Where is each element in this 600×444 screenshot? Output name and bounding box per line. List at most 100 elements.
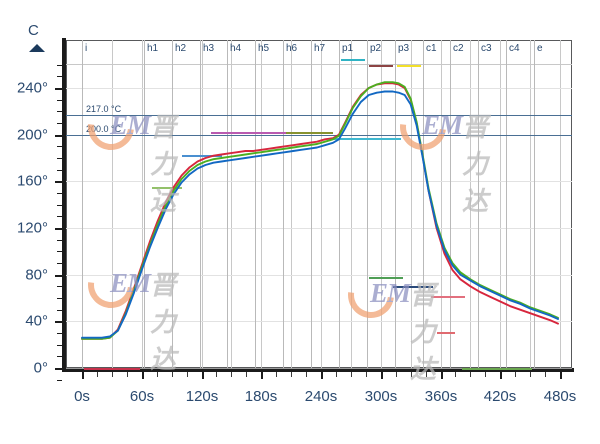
x-tick-minor: [306, 372, 307, 377]
horizontal-gridline: [66, 88, 572, 89]
marker-green-78: [369, 277, 403, 279]
reference-line-0: [66, 115, 572, 116]
zone-label-c2: c2: [453, 43, 464, 54]
zone-label-i: i: [85, 43, 88, 54]
zone-label-c1: c1: [426, 43, 437, 54]
zone-label-e: e: [537, 43, 543, 54]
y-tick-minor: [57, 76, 62, 77]
zone-separator: [534, 40, 535, 368]
vertical-gridline: [142, 40, 143, 368]
zone-separator: [423, 40, 424, 368]
marker-olive-202: [286, 132, 333, 134]
x-tick-minor: [470, 372, 471, 377]
horizontal-gridline: [66, 321, 572, 322]
y-tick-minor: [57, 170, 62, 171]
vertical-gridline: [381, 40, 382, 368]
y-axis-label: 0°: [33, 359, 48, 377]
vertical-gridline: [321, 40, 322, 368]
zone-separator: [255, 40, 256, 368]
x-tick-major: [142, 372, 144, 379]
zone-separator: [82, 40, 83, 368]
x-tick-major: [202, 372, 204, 379]
y-tick-minor: [57, 345, 62, 346]
zone-separator: [395, 40, 396, 368]
y-tick-minor: [57, 65, 62, 66]
x-tick-minor: [455, 372, 456, 377]
zone-label-h1: h1: [147, 43, 159, 54]
zone-separator: [311, 40, 312, 368]
x-axis-label: 60s: [129, 388, 155, 405]
y-tick-minor: [57, 123, 62, 124]
y-tick-minor: [57, 205, 62, 206]
zone-label-p3: p3: [398, 43, 410, 54]
x-tick-minor: [291, 372, 292, 377]
zone-separator: [200, 40, 201, 368]
x-tick-minor: [276, 372, 277, 377]
marker-cyan-197: [331, 138, 401, 140]
x-tick-major: [261, 372, 263, 379]
horizontal-gridline: [66, 275, 572, 276]
y-tick-minor: [57, 380, 62, 381]
vertical-gridline: [231, 40, 232, 368]
x-axis-label: 360s: [424, 388, 458, 405]
vertical-gridline: [500, 40, 501, 368]
x-tick-major: [441, 372, 443, 379]
y-tick-major: [55, 368, 62, 370]
zone-label-h7: h7: [314, 43, 326, 54]
zone-separator: [144, 40, 145, 368]
y-tick-major: [55, 321, 62, 323]
y-tick-minor: [57, 298, 62, 299]
y-tick-minor: [57, 111, 62, 112]
y-tick-major: [55, 181, 62, 183]
vertical-gridline: [470, 40, 471, 368]
vertical-gridline: [202, 40, 203, 368]
zone-separator: [450, 40, 451, 368]
vertical-gridline: [291, 40, 292, 368]
y-tick-minor: [57, 146, 62, 147]
zone-separator: [227, 40, 228, 368]
x-axis-label: 180s: [244, 388, 278, 405]
y-axis-arrow-icon: [29, 44, 45, 52]
zone-label-h3: h3: [203, 43, 215, 54]
y-tick-minor: [57, 263, 62, 264]
y-axis-label: 80°: [25, 266, 48, 284]
x-axis-label: 480s: [543, 388, 577, 405]
x-tick-minor: [530, 372, 531, 377]
x-axis-label: 300s: [364, 388, 398, 405]
horizontal-gridline: [66, 368, 572, 369]
x-tick-minor: [515, 372, 516, 377]
vertical-gridline: [560, 40, 561, 368]
x-tick-minor: [112, 372, 113, 377]
zone-label-c3: c3: [481, 43, 492, 54]
y-tick-minor: [57, 251, 62, 252]
zone-header-rule: [66, 64, 572, 65]
horizontal-gridline: [66, 228, 572, 229]
zone-separator: [478, 40, 479, 368]
zone-marker-p3: [397, 65, 421, 67]
zone-label-p2: p2: [370, 43, 382, 54]
x-tick-minor: [396, 372, 397, 377]
y-tick-minor: [57, 333, 62, 334]
zone-marker-p1: [341, 59, 365, 61]
zone-separator: [283, 40, 284, 368]
x-axis-label: 0s: [74, 388, 90, 405]
zone-label-h6: h6: [286, 43, 298, 54]
x-tick-minor: [485, 372, 486, 377]
marker-green-155: [152, 187, 182, 189]
zone-label-p1: p1: [342, 43, 354, 54]
marker-blue-183: [182, 155, 222, 157]
y-axis-label: 240°: [16, 79, 48, 97]
x-tick-minor: [426, 372, 427, 377]
vertical-gridline: [261, 40, 262, 368]
y-tick-minor: [57, 100, 62, 101]
zone-separator: [367, 40, 368, 368]
vertical-gridline: [530, 40, 531, 368]
x-tick-minor: [216, 372, 217, 377]
x-tick-minor: [97, 372, 98, 377]
zone-separator: [339, 40, 340, 368]
y-tick-minor: [57, 193, 62, 194]
x-tick-major: [560, 372, 562, 379]
x-axis-spine: [62, 368, 574, 372]
x-tick-minor: [545, 372, 546, 377]
y-tick-major: [55, 88, 62, 90]
